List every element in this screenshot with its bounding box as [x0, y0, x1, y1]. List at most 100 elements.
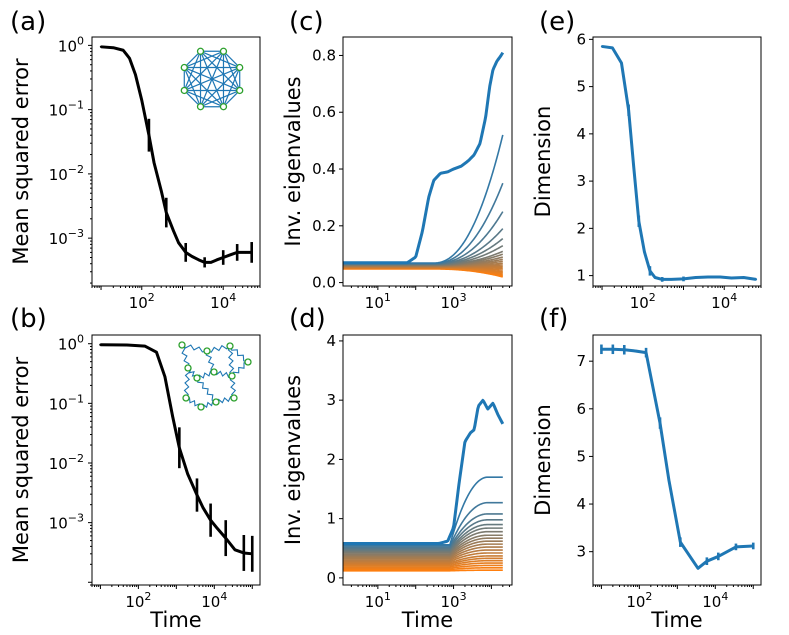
- data-point: [697, 567, 699, 569]
- x-tick-label: 103: [441, 291, 467, 312]
- data-point: [752, 545, 754, 547]
- data-point: [717, 555, 719, 557]
- data-point: [742, 276, 744, 278]
- data-point: [643, 251, 645, 253]
- y-tick-label: 0.6: [312, 103, 336, 121]
- data-point: [659, 422, 661, 424]
- y-tick-label: 10−1: [49, 99, 84, 120]
- eigenvalue-line: [343, 477, 503, 545]
- data-point: [755, 278, 757, 280]
- y-tick-label: 1: [576, 267, 586, 285]
- data-point: [600, 348, 602, 350]
- graph-node: [227, 343, 233, 349]
- x-tick-label: 104: [711, 291, 737, 312]
- data-point: [164, 375, 166, 377]
- graph-node: [231, 395, 237, 401]
- data-point: [682, 278, 684, 280]
- ring-graph-inset: [179, 342, 251, 410]
- data-point: [153, 161, 155, 163]
- data-point: [99, 344, 101, 346]
- spring-edge: [197, 378, 216, 402]
- graph-node: [198, 404, 204, 410]
- data-point: [735, 546, 737, 548]
- y-tick-label: 4: [576, 125, 586, 143]
- data-point: [654, 276, 656, 278]
- y-tick-label: 100: [58, 34, 84, 55]
- data-point: [165, 211, 167, 213]
- y-tick-label: 3: [576, 543, 586, 561]
- series-line: [601, 349, 753, 568]
- y-tick-label: 10−1: [49, 392, 84, 413]
- y-tick-label: 0.4: [312, 160, 336, 178]
- x-axis-label: Time: [401, 608, 453, 631]
- data-point: [148, 134, 150, 136]
- plot-area: [100, 46, 253, 268]
- y-tick-label: 10−2: [49, 163, 84, 184]
- axes-frame: [343, 37, 512, 286]
- graph-node: [220, 48, 226, 54]
- graph-node: [245, 359, 251, 365]
- data-point: [670, 278, 672, 280]
- y-tick-label: 2: [576, 219, 586, 237]
- data-point: [679, 541, 681, 543]
- panel-label: (d): [289, 304, 326, 334]
- data-point: [244, 251, 246, 253]
- data-point: [100, 46, 102, 48]
- graph-node: [181, 65, 187, 71]
- data-point: [144, 345, 146, 347]
- y-tick-label: 5: [576, 447, 586, 465]
- data-point: [225, 537, 227, 539]
- data-point: [134, 73, 136, 75]
- data-point: [229, 254, 231, 256]
- data-point: [632, 350, 634, 352]
- data-point: [601, 45, 603, 47]
- y-axis-label: Dimension: [531, 106, 555, 218]
- x-axis-label: Time: [650, 608, 702, 631]
- x-tick-label: 102: [630, 291, 656, 312]
- complete-graph-inset: [181, 48, 242, 109]
- data-point: [250, 251, 252, 253]
- data-point: [177, 241, 179, 243]
- graph-edge: [201, 51, 240, 90]
- graph-node: [181, 87, 187, 93]
- graph-node: [237, 65, 243, 71]
- data-point: [623, 349, 625, 351]
- y-axis-label: Inv. eigenvalues: [281, 76, 305, 246]
- graph-node: [204, 348, 210, 354]
- y-tick-label: 7: [576, 352, 586, 370]
- data-point: [171, 415, 173, 417]
- graph-node: [220, 104, 226, 110]
- axes-frame: [593, 37, 761, 286]
- plot-area: [600, 345, 754, 570]
- x-tick-label: 104: [201, 590, 227, 611]
- data-point: [645, 351, 647, 353]
- graph-edge: [184, 51, 223, 90]
- data-point: [216, 527, 218, 529]
- data-point: [707, 276, 709, 278]
- data-point: [216, 259, 218, 261]
- data-point: [209, 519, 211, 521]
- eigenvalue-line: [343, 212, 503, 264]
- data-point: [243, 552, 245, 554]
- data-point: [612, 348, 614, 350]
- data-point: [633, 166, 635, 168]
- data-point: [122, 49, 124, 51]
- y-tick-label: 3: [326, 391, 336, 409]
- y-tick-label: 10−3: [49, 227, 84, 248]
- data-point: [210, 261, 212, 263]
- y-tick-label: 3: [576, 172, 586, 190]
- y-tick-label: 0.0: [312, 274, 336, 292]
- data-point: [222, 256, 224, 258]
- x-tick-label: 104: [702, 590, 728, 611]
- y-tick-label: 0.8: [312, 46, 336, 64]
- data-point: [706, 560, 708, 562]
- y-tick-label: 0: [326, 569, 336, 587]
- data-point: [695, 276, 697, 278]
- graph-node: [179, 342, 185, 348]
- y-tick-label: 4: [326, 332, 336, 350]
- y-axis-label: Mean squared error: [9, 58, 33, 265]
